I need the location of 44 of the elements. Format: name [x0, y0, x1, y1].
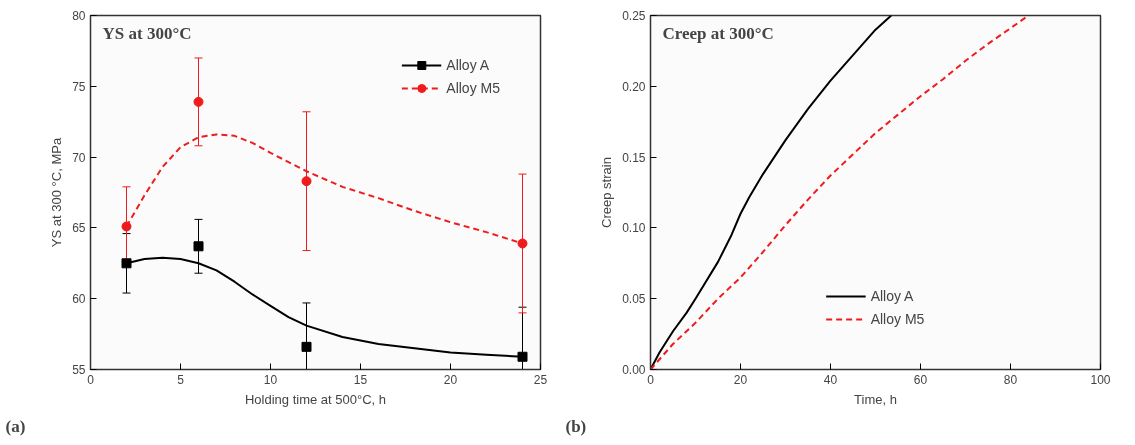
x-tick-label: 20	[443, 372, 458, 387]
y-tick-label: 0.05	[622, 292, 646, 307]
y-tick-label: 0.20	[622, 79, 646, 94]
text: YS at 300°C	[102, 23, 192, 43]
x-tick-label: 100	[1090, 372, 1111, 387]
y-tick-label: 75	[72, 79, 86, 94]
y-tick-label: 0.10	[622, 221, 646, 236]
legend-label: Alloy A	[446, 57, 490, 73]
x-axis-title: Time, h	[854, 391, 897, 407]
y-tick-label: 0.00	[622, 363, 646, 377]
x-tick-label: 20	[733, 372, 748, 387]
legend-label: Alloy M5	[870, 311, 925, 327]
text: (a)	[5, 416, 26, 436]
point	[193, 241, 204, 252]
x-tick-label: 40	[823, 372, 838, 387]
x-axis-title: Holding time at 500°C, h	[244, 391, 387, 407]
point	[301, 176, 312, 187]
legend-label: Alloy M5	[446, 80, 500, 96]
y-tick-label: 60	[72, 292, 86, 307]
point	[121, 258, 132, 269]
y-tick-label: 70	[72, 150, 86, 165]
x-tick-label: 0	[87, 372, 95, 387]
point	[517, 351, 528, 362]
legend-label: Alloy A	[870, 288, 914, 304]
y-tick-label: 80	[72, 9, 86, 23]
x-tick-label: 10	[263, 372, 278, 387]
y-tick-label: 0.25	[622, 9, 646, 23]
x-tick-label: 60	[913, 372, 928, 387]
y-tick-label: 55	[72, 363, 86, 377]
text: (b)	[565, 416, 587, 436]
point	[121, 221, 132, 232]
y-tick-label: 0.15	[622, 150, 646, 165]
point	[193, 96, 204, 107]
y-tick-label: 65	[72, 221, 86, 236]
point	[301, 341, 312, 352]
y-axis-title: Creep strain	[599, 157, 615, 228]
x-tick-label: 25	[533, 372, 548, 387]
x-tick-label: 0	[647, 372, 655, 387]
point	[517, 238, 528, 249]
x-tick-label: 80	[1003, 372, 1018, 387]
text: Creep at 300°C	[662, 23, 774, 43]
x-tick-label: 5	[177, 372, 185, 387]
y-axis-title: YS at 300 °C, MPa	[49, 137, 65, 248]
x-tick-label: 15	[353, 372, 368, 387]
